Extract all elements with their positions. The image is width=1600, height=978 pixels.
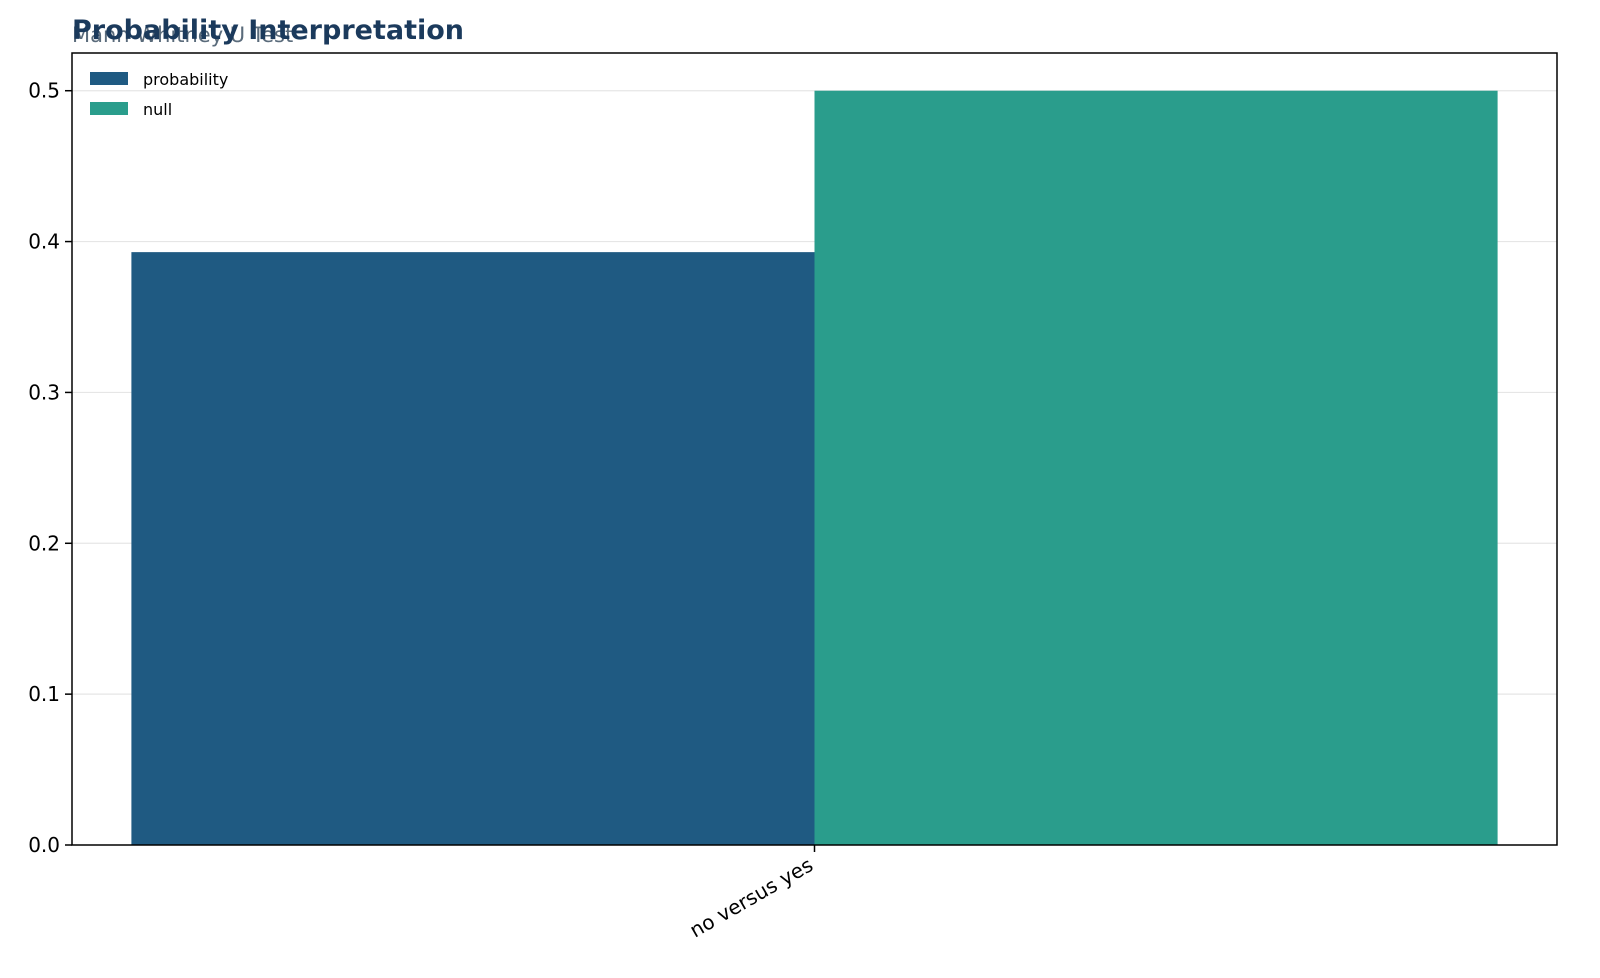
chart-title: Probability Interpretation xyxy=(72,15,464,46)
y-tick-label: 0.0 xyxy=(28,833,60,857)
x-tick-label: no versus yes xyxy=(685,853,817,943)
y-tick-label: 0.5 xyxy=(28,79,60,103)
y-axis: 0.0 0.1 0.2 0.3 0.4 0.5 xyxy=(28,79,72,857)
legend-swatch xyxy=(90,72,128,85)
legend: probability null xyxy=(90,70,228,119)
y-tick-label: 0.3 xyxy=(28,380,60,404)
legend-swatch xyxy=(90,102,128,115)
chart-subtitle: Mann-Whitney U Test xyxy=(72,23,293,47)
x-axis: no versus yes xyxy=(685,845,817,942)
bar-null xyxy=(814,90,1498,845)
y-tick-label: 0.1 xyxy=(28,682,60,706)
bar-probability xyxy=(131,252,815,846)
legend-label: null xyxy=(143,100,172,119)
bars xyxy=(131,90,1498,846)
y-tick-label: 0.4 xyxy=(28,230,60,254)
legend-label: probability xyxy=(143,70,228,89)
y-tick-label: 0.2 xyxy=(28,531,60,555)
